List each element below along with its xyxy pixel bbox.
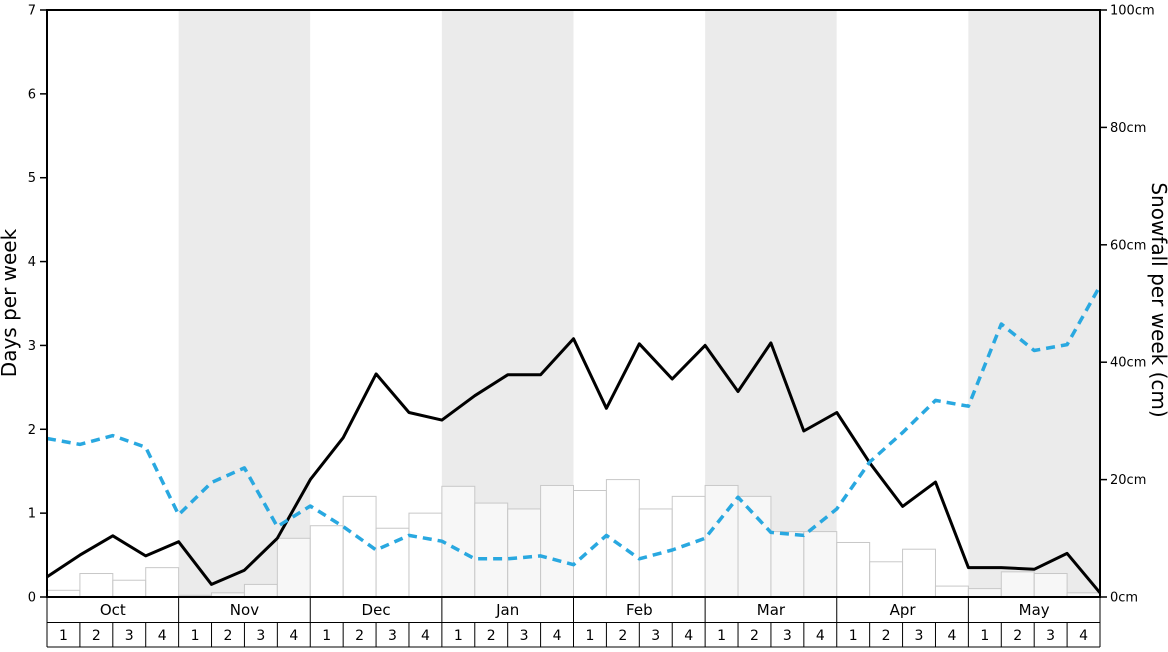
month-band-nov	[178, 10, 311, 597]
left-axis-tick-label: 5	[28, 171, 36, 186]
right-axis-tick-label: 20cm	[1110, 473, 1146, 488]
right-axis-tick-label: 0cm	[1110, 591, 1138, 606]
week-bar	[375, 527, 410, 598]
week-number-label: 1	[191, 628, 200, 644]
right-axis-tick-label: 40cm	[1110, 356, 1146, 371]
week-number-label: 2	[487, 628, 496, 644]
month-band-may	[968, 10, 1100, 597]
week-bar	[869, 561, 904, 598]
month-label: Dec	[362, 601, 391, 619]
week-bar	[836, 541, 871, 598]
snowy-days-per-week-line	[46, 337, 1102, 594]
month-band-oct	[47, 10, 179, 597]
week-bar	[79, 573, 114, 598]
week-bar	[902, 548, 936, 598]
left-axis-title: Days per week	[0, 228, 21, 377]
week-number-label: 1	[849, 628, 858, 644]
week-number-label: 3	[1046, 628, 1055, 644]
week-number-label: 1	[717, 628, 726, 644]
week-number-label: 2	[750, 628, 759, 644]
week-number-label: 2	[355, 628, 364, 644]
week-number-label: 4	[1079, 628, 1088, 644]
week-bar	[46, 589, 81, 598]
week-bar	[803, 531, 838, 598]
week-number-label: 4	[816, 628, 825, 644]
left-axis-tick-label: 1	[28, 507, 36, 522]
snowfall-per-week-cm-line	[46, 285, 1102, 567]
week-bar	[507, 508, 542, 598]
week-number-label: 3	[783, 628, 792, 644]
week-bar	[309, 525, 344, 598]
left-axis-tick-label: 4	[28, 255, 36, 270]
week-number-label: 4	[553, 628, 562, 644]
week-bar	[934, 585, 969, 598]
week-bar	[770, 531, 805, 598]
week-number-label: 3	[915, 628, 924, 644]
month-label: Nov	[230, 601, 259, 619]
week-number-label: 2	[618, 628, 627, 644]
left-axis-tick-label: 3	[28, 339, 36, 354]
week-bar	[704, 484, 739, 598]
week-bar	[967, 588, 1002, 598]
week-number-label: 2	[224, 628, 233, 644]
week-number-label: 1	[322, 628, 331, 644]
week-bar	[671, 495, 706, 598]
week-bar	[145, 567, 180, 598]
week-bar	[737, 495, 772, 598]
month-label: Oct	[100, 601, 126, 619]
month-label: May	[1019, 601, 1050, 619]
week-number-label: 1	[980, 628, 989, 644]
week-number-label: 1	[59, 628, 68, 644]
week-number-label: 1	[585, 628, 594, 644]
week-bar	[408, 512, 443, 598]
week-bar	[1000, 571, 1035, 598]
week-bar	[112, 579, 147, 598]
week-number-label: 3	[388, 628, 397, 644]
week-bar	[474, 502, 509, 598]
month-label: Mar	[757, 601, 786, 619]
week-number-label: 4	[947, 628, 956, 644]
week-bar	[243, 583, 278, 598]
week-bar	[276, 537, 311, 598]
right-axis-tick-label: 100cm	[1110, 4, 1155, 19]
left-axis-tick-label: 0	[28, 591, 36, 606]
week-number-label: 3	[520, 628, 529, 644]
week-bar	[1033, 573, 1068, 598]
week-bar	[605, 479, 640, 598]
week-number-label: 2	[92, 628, 101, 644]
month-label: Feb	[626, 601, 653, 619]
week-number-label: 4	[684, 628, 693, 644]
week-bar	[573, 490, 607, 598]
left-axis-tick-label: 2	[28, 423, 36, 438]
week-bar	[540, 484, 574, 598]
month-band-apr	[836, 10, 969, 597]
week-number-label: 3	[125, 628, 134, 644]
week-bar	[441, 485, 476, 598]
left-axis-tick-label: 6	[28, 87, 36, 102]
month-label: Jan	[495, 601, 519, 619]
right-axis-title: Snowfall per week (cm)	[1147, 182, 1168, 417]
week-number-label: 4	[289, 628, 298, 644]
week-number-label: 3	[651, 628, 660, 644]
week-number-label: 2	[1013, 628, 1022, 644]
week-number-label: 1	[454, 628, 463, 644]
week-number-label: 4	[421, 628, 430, 644]
week-number-label: 2	[882, 628, 891, 644]
right-axis-tick-label: 80cm	[1110, 121, 1146, 136]
right-axis-tick-label: 60cm	[1110, 238, 1146, 253]
month-label: Apr	[890, 601, 917, 619]
left-axis-tick-label: 7	[28, 4, 36, 19]
week-number-label: 3	[256, 628, 265, 644]
week-number-label: 4	[158, 628, 167, 644]
